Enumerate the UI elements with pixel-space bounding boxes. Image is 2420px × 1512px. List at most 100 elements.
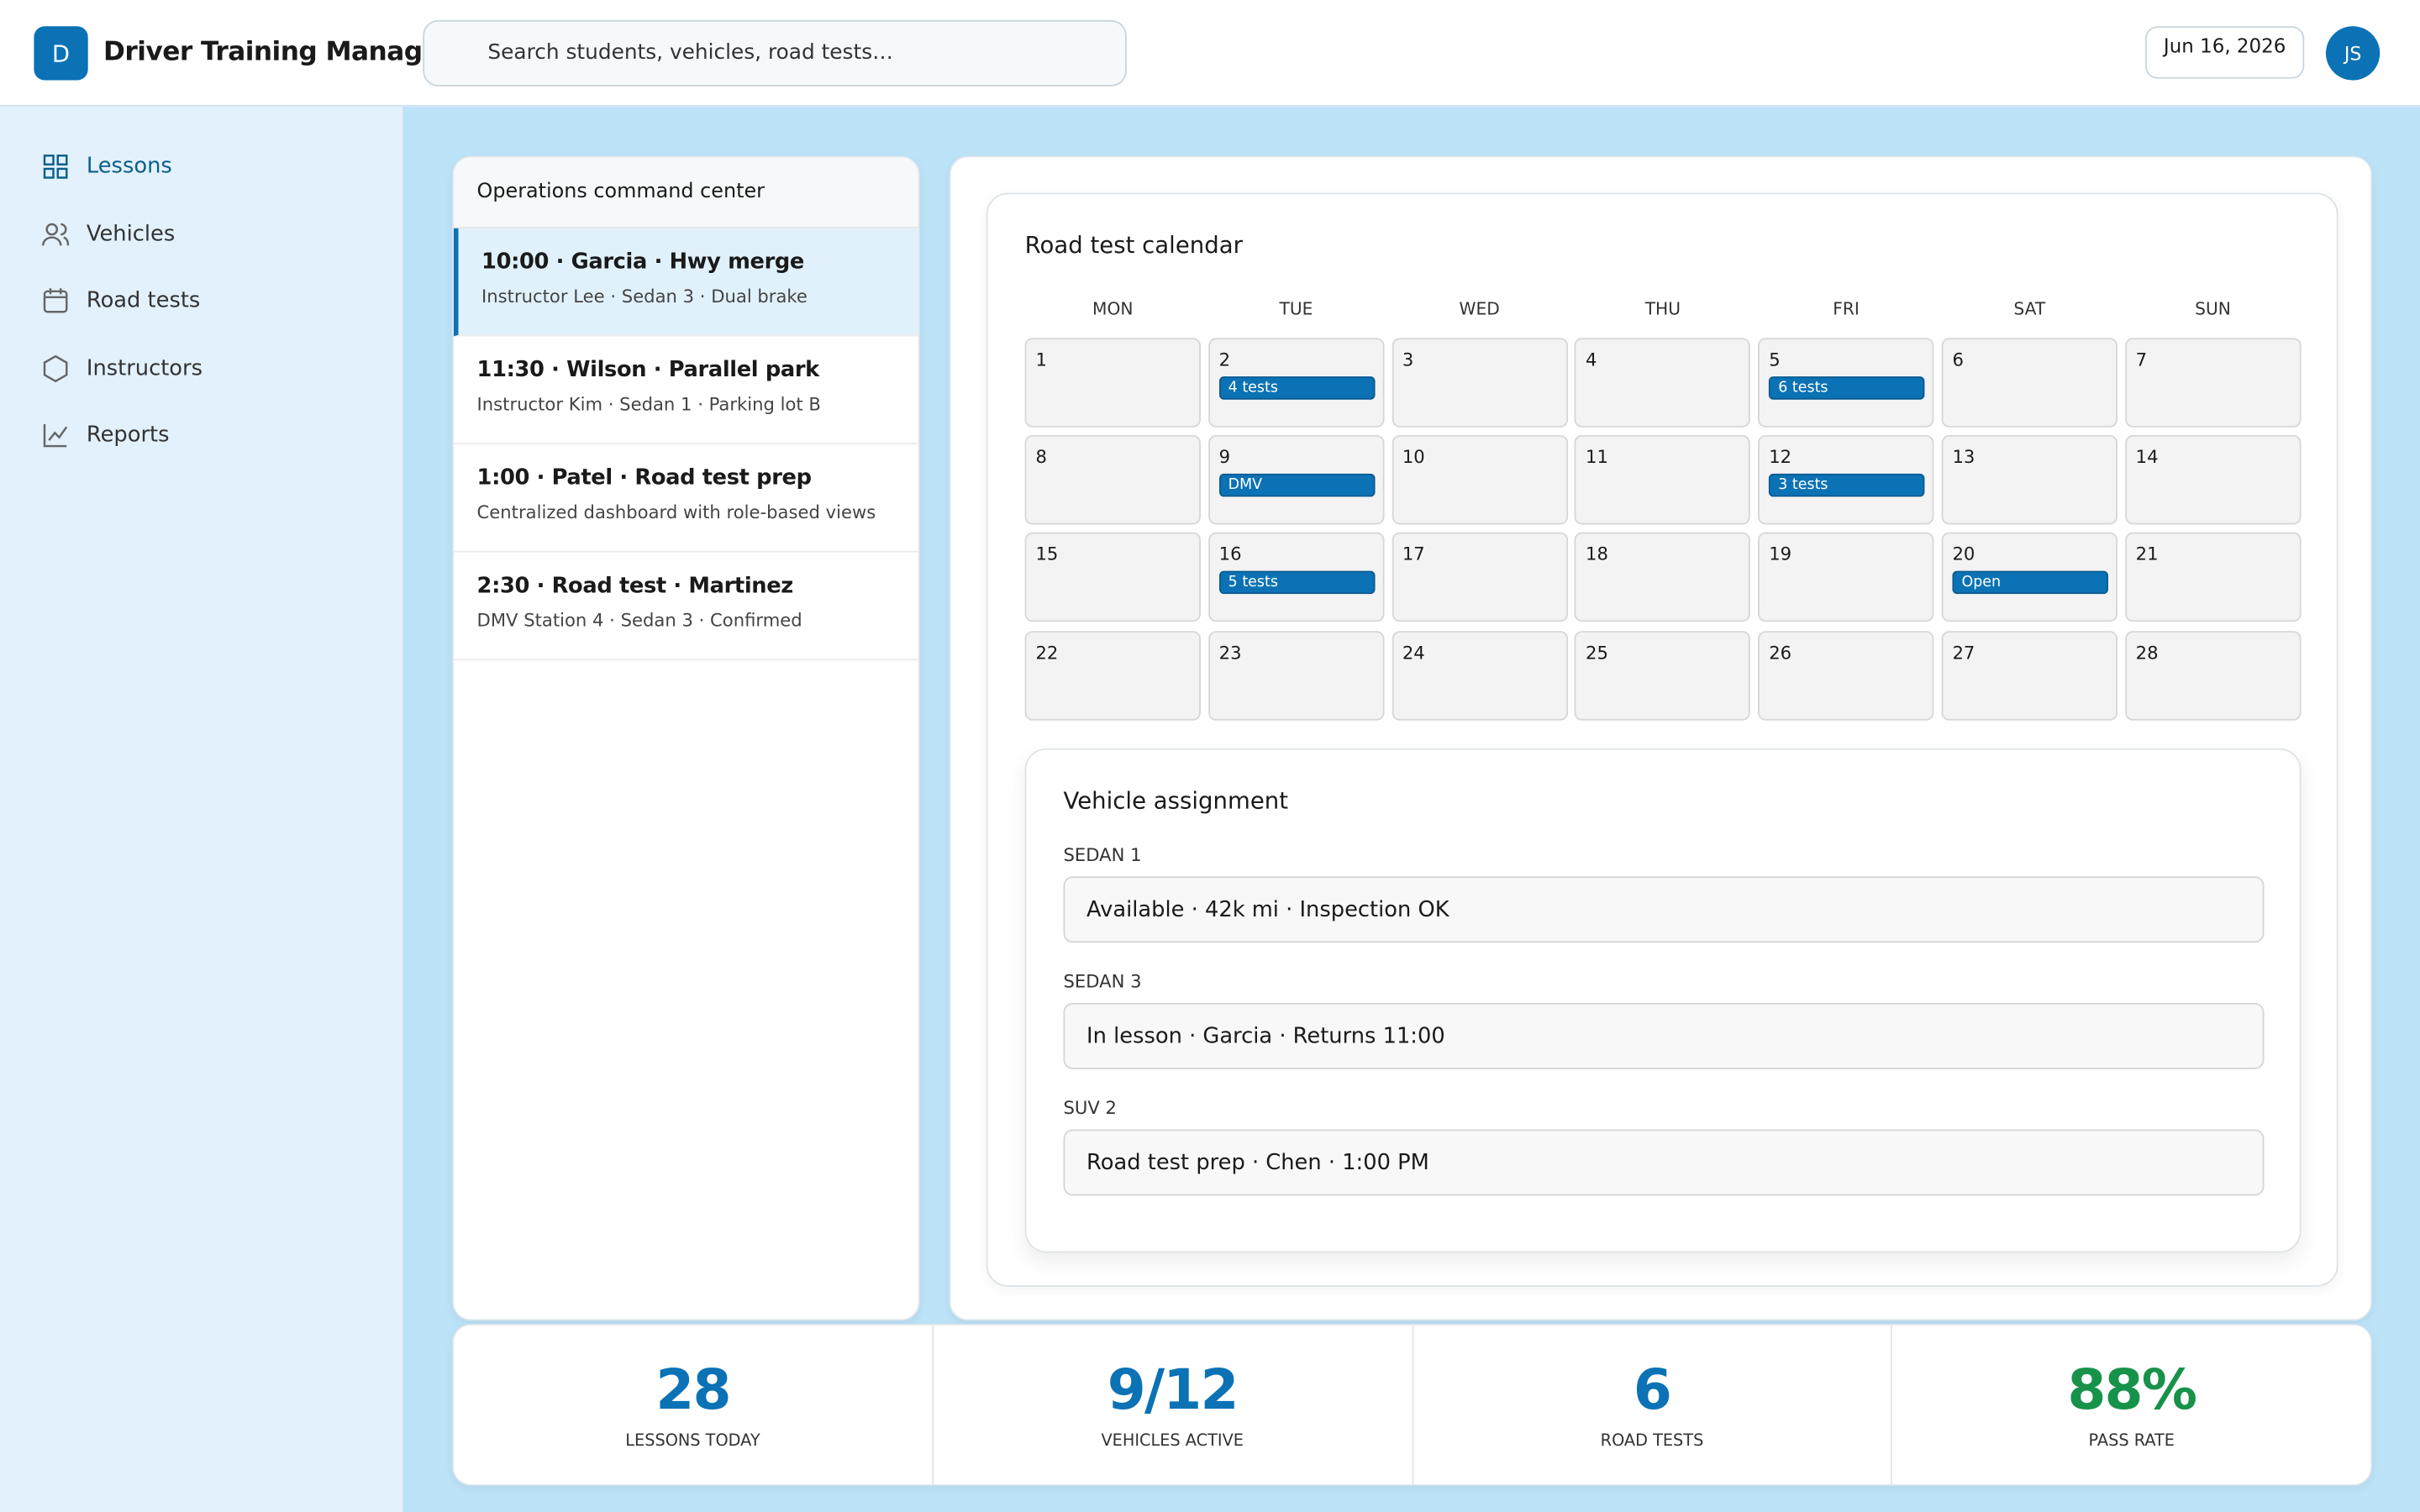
calendar-day[interactable]: 9 DMV [1207, 435, 1385, 525]
calendar-day[interactable]: 16 5 tests [1207, 533, 1385, 622]
lesson-item[interactable]: 2:30 · Road test · Martinez DMV Station 4… [454, 553, 918, 661]
calendar-day[interactable]: 14 [2124, 435, 2302, 525]
nav-item[interactable]: Instructors [40, 349, 203, 386]
day-badge[interactable]: 3 tests [1769, 474, 1925, 497]
nav-icon [43, 354, 68, 382]
vehicle-status: In lesson · Garcia · Returns 11:00 [1063, 1002, 2265, 1069]
calendar-day[interactable]: 21 [2124, 533, 2302, 622]
calendar-day[interactable]: 4 [1575, 338, 1751, 428]
stats-bar: 28 LESSONS TODAY 9/12 VEHICLES ACTIVE 6 ROAD … [452, 1323, 2373, 1486]
day-number: 26 [1769, 641, 1792, 664]
lesson-title: 1:00 · Patel · Road test prep [476, 465, 812, 491]
calendar-day[interactable]: 24 [1391, 630, 1568, 721]
nav-icon [43, 155, 68, 179]
lesson-detail: DMV Station 4 · Sedan 3 · Confirmed [476, 609, 802, 632]
stat-label: VEHICLES ACTIVE [1101, 1431, 1244, 1451]
day-number: 5 [1769, 349, 1781, 370]
day-number: 12 [1769, 446, 1792, 468]
avatar[interactable]: JS [2325, 26, 2381, 81]
nav-item[interactable]: Reports [40, 417, 169, 454]
day-badge[interactable]: DMV [1218, 474, 1376, 497]
calendar-day[interactable]: 23 [1207, 630, 1385, 721]
calendar-day[interactable]: 25 [1575, 630, 1751, 721]
calendar-day[interactable]: 11 [1575, 435, 1751, 525]
app-title: Driver Training Manager [103, 37, 453, 68]
day-number: 16 [1218, 543, 1242, 565]
stat-label: ROAD TESTS [1600, 1431, 1704, 1451]
day-number: 9 [1218, 446, 1231, 468]
calendar-day[interactable]: 6 [1941, 338, 2118, 428]
day-number: 25 [1586, 641, 1608, 664]
lesson-detail: Instructor Lee · Sedan 3 · Dual brake [481, 285, 808, 307]
nav-icon [42, 222, 70, 245]
lesson-item[interactable]: 10:00 · Garcia · Hwy merge Instructor Lee… [454, 228, 918, 337]
weekday: WED [1459, 299, 1500, 320]
calendar-day[interactable]: 5 6 tests [1758, 338, 1934, 428]
lesson-item[interactable]: 11:30 · Wilson · Parallel park Instructor… [454, 336, 918, 444]
calendar-day[interactable]: 10 [1391, 435, 1568, 525]
day-number: 19 [1769, 543, 1792, 565]
day-number: 13 [1952, 446, 1975, 468]
day-number: 17 [1402, 543, 1425, 565]
date-button[interactable]: Jun 16, 2026 [2145, 26, 2305, 79]
search-box[interactable]: Search students, vehicles, road tests… [423, 19, 1127, 87]
stat: 6 ROAD TESTS [1413, 1325, 1893, 1484]
calendar-day[interactable]: 2 4 tests [1207, 338, 1385, 428]
calendar-day[interactable]: 19 [1758, 533, 1934, 622]
calendar-day[interactable]: 13 [1941, 435, 2118, 525]
day-number: 4 [1586, 349, 1597, 370]
nav-item[interactable]: Lessons [40, 148, 172, 185]
calendar-day[interactable]: 12 3 tests [1758, 435, 1934, 525]
calendar-day[interactable]: 27 [1941, 630, 2118, 721]
vehicle-status: Road test prep · Chen · 1:00 PM [1063, 1129, 2265, 1196]
nav-item[interactable]: Vehicles [40, 215, 175, 252]
vehicle-status: Available · 42k mi · Inspection OK [1063, 876, 2265, 943]
calendar-day[interactable]: 17 [1391, 533, 1568, 622]
calendar-day[interactable]: 22 [1024, 630, 1201, 721]
calendar-day[interactable]: 1 [1024, 338, 1201, 428]
day-number: 24 [1402, 641, 1425, 664]
vehicle-name: SEDAN 3 [1063, 970, 1142, 993]
calendar-day[interactable]: 7 [2124, 338, 2302, 428]
panel-title: Operations command center [454, 157, 918, 228]
nav-label: Road tests [86, 288, 201, 313]
stat-label: LESSONS TODAY [625, 1431, 760, 1451]
calendar-day[interactable]: 28 [2124, 630, 2302, 721]
weekday: FRI [1833, 299, 1860, 320]
day-number: 22 [1035, 641, 1059, 664]
lesson-title: 2:30 · Road test · Martinez [476, 574, 794, 599]
sidebar: Lessons Vehicles Road tests Instructors Repo… [0, 106, 403, 1512]
stat-value: 88% [2067, 1359, 2197, 1423]
logo[interactable]: D [34, 26, 88, 81]
calendar-day[interactable]: 15 [1024, 533, 1201, 622]
calendar-day[interactable]: 20 Open [1941, 533, 2118, 622]
day-badge[interactable]: 6 tests [1769, 376, 1925, 400]
nav-label: Instructors [86, 355, 203, 381]
calendar-day[interactable]: 18 [1575, 533, 1751, 622]
calendar-card: Road test calendar Vehicle assignment SE… [986, 192, 2338, 1287]
day-number: 6 [1952, 349, 1964, 370]
day-number: 23 [1218, 641, 1242, 664]
day-number: 11 [1586, 446, 1608, 468]
lesson-item[interactable]: 1:00 · Patel · Road test prep Centralized… [454, 444, 918, 553]
vehicle-name: SUV 2 [1063, 1096, 1117, 1119]
weekday: SUN [2195, 299, 2231, 320]
nav-label: Vehicles [86, 221, 176, 246]
day-number: 27 [1952, 641, 1975, 664]
weekday: THU [1644, 299, 1681, 320]
vehicle-card: Vehicle assignment SEDAN 1 Available · 42… [1024, 748, 2302, 1253]
stat: 9/12 VEHICLES ACTIVE [934, 1325, 1413, 1484]
lesson-detail: Centralized dashboard with role-based vi… [476, 501, 876, 523]
day-badge[interactable]: 4 tests [1218, 376, 1376, 400]
nav-item[interactable]: Road tests [40, 282, 201, 319]
stat: 28 LESSONS TODAY [454, 1325, 934, 1484]
day-badge[interactable]: 5 tests [1218, 571, 1376, 595]
nav-label: Lessons [86, 154, 172, 180]
nav-icon [43, 423, 68, 448]
day-badge[interactable]: Open [1952, 571, 2108, 595]
calendar-day[interactable]: 26 [1758, 630, 1934, 721]
day-number: 28 [2135, 641, 2159, 664]
calendar-day[interactable]: 8 [1024, 435, 1201, 525]
calendar-day[interactable]: 3 [1391, 338, 1568, 428]
